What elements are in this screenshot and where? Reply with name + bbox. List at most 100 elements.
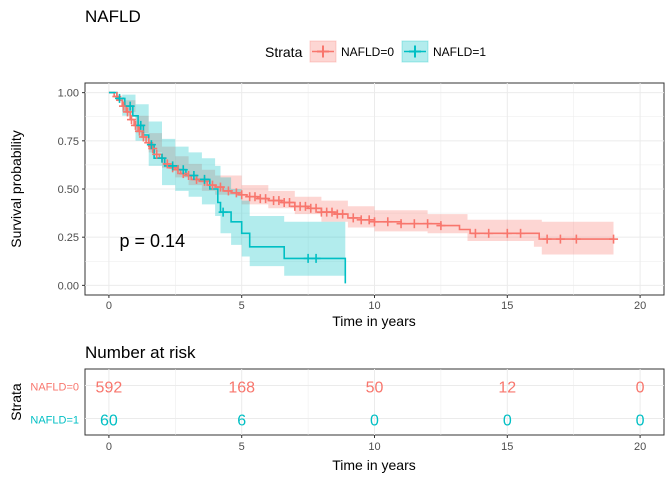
- censor-mark: [162, 159, 172, 169]
- censor-mark: [609, 234, 619, 244]
- risk-x-tick-label: 20: [634, 441, 646, 453]
- y-tick-label: 0.75: [58, 136, 79, 148]
- censor-mark: [409, 219, 419, 229]
- x-tick-label: 15: [501, 300, 513, 312]
- censor-mark: [311, 203, 321, 213]
- risk-count: 0: [370, 413, 379, 430]
- legend: Strata NAFLD=0 NAFLD=1: [265, 40, 486, 63]
- risk-x-tick-label: 15: [501, 441, 513, 453]
- censor-mark: [250, 192, 260, 202]
- censor-mark: [189, 171, 199, 181]
- x-tick-label: 20: [634, 300, 646, 312]
- risk-table-gridlines: [85, 369, 664, 435]
- censor-mark: [436, 221, 446, 231]
- censor-mark: [274, 196, 284, 206]
- censor-mark: [178, 165, 188, 175]
- censor-mark: [285, 197, 295, 207]
- x-tick-label: 0: [106, 300, 112, 312]
- y-axis-title: Survival probability: [8, 130, 24, 248]
- legend-key-nafld1: [401, 40, 429, 63]
- x-tick-label: 10: [368, 300, 380, 312]
- risk-x-tick-label: 0: [106, 441, 112, 453]
- risk-strata-label: NAFLD=1: [30, 415, 79, 427]
- legend-label-nafld0: NAFLD=0: [341, 45, 394, 59]
- risk-table-x-ticks: 0 5 10 15 20: [106, 435, 646, 453]
- censor-mark: [300, 201, 310, 211]
- censor-mark: [223, 186, 233, 196]
- censor-mark: [303, 253, 313, 263]
- censor-mark: [502, 228, 512, 238]
- censor-mark: [200, 174, 210, 184]
- risk-table-cells: 592 168 50 12 060 6 0 0 0: [96, 380, 645, 430]
- censor-marks: [112, 91, 619, 263]
- censor-mark: [207, 180, 217, 190]
- censor-mark: [261, 194, 271, 204]
- censor-mark: [115, 93, 125, 103]
- y-tick-label: 0.50: [58, 184, 79, 196]
- censor-mark: [555, 234, 565, 244]
- censor-mark: [383, 217, 393, 227]
- censor-mark: [231, 188, 241, 198]
- censor-mark: [157, 153, 167, 163]
- censor-mark: [356, 215, 366, 225]
- survival-plot-panel: 0 5 10 15 20 0.00 0.25 0.50 0.75 1.00 p = 0.14 T…: [8, 82, 665, 329]
- risk-count: 168: [228, 380, 255, 397]
- risk-count: 592: [96, 380, 123, 397]
- risk-y-axis-title: Strata: [8, 383, 24, 421]
- plot-title: NAFLD: [85, 7, 141, 26]
- censor-mark: [423, 219, 433, 229]
- censor-mark: [148, 144, 158, 154]
- censor-mark: [152, 149, 162, 159]
- x-axis-ticks: 0 5 10 15 20: [106, 295, 646, 312]
- y-tick-label: 0.25: [58, 232, 79, 244]
- risk-table-title: Number at risk: [85, 343, 196, 362]
- risk-count: 6: [237, 413, 246, 430]
- risk-count: 60: [100, 413, 118, 430]
- censor-mark: [338, 209, 348, 219]
- risk-count: 50: [366, 380, 384, 397]
- x-axis-title: Time in years: [332, 313, 416, 329]
- risk-count: 0: [636, 413, 645, 430]
- risk-x-tick-label: 5: [239, 441, 245, 453]
- risk-count: 12: [498, 380, 516, 397]
- legend-label-nafld1: NAFLD=1: [433, 45, 486, 59]
- censor-mark: [237, 190, 247, 200]
- censor-mark: [327, 207, 337, 217]
- censor-mark: [125, 101, 135, 111]
- risk-count: 0: [636, 380, 645, 397]
- censor-mark: [470, 228, 480, 238]
- legend-title: Strata: [265, 44, 303, 60]
- censor-mark: [218, 207, 228, 217]
- x-tick-label: 5: [239, 300, 245, 312]
- censor-mark: [516, 228, 526, 238]
- confidence-band-nafld1: [108, 92, 346, 286]
- y-axis-ticks: 0.00 0.25 0.50 0.75 1.00: [58, 88, 85, 292]
- censor-mark: [484, 228, 494, 238]
- risk-count: 0: [503, 413, 512, 430]
- censor-mark: [215, 182, 225, 192]
- y-tick-label: 1.00: [58, 88, 79, 100]
- censor-mark: [168, 161, 178, 171]
- censor-mark: [122, 107, 132, 117]
- censor-mark: [370, 217, 379, 227]
- censor-mark: [311, 253, 321, 263]
- censor-mark: [364, 215, 374, 225]
- risk-x-axis-title: Time in years: [332, 457, 416, 473]
- risk-x-tick-label: 10: [368, 441, 380, 453]
- censor-mark: [126, 115, 136, 125]
- risk-table-strata-labels: NAFLD=0 NAFLD=1: [30, 382, 79, 427]
- censor-mark: [134, 126, 144, 136]
- censor-mark: [136, 120, 146, 130]
- censor-mark: [146, 140, 156, 150]
- censor-mark: [571, 234, 581, 244]
- censor-mark: [542, 234, 552, 244]
- legend-key-nafld0: [309, 40, 337, 63]
- y-tick-label: 0.00: [58, 280, 79, 292]
- censor-mark: [396, 219, 406, 229]
- p-value-annotation: p = 0.14: [120, 231, 186, 251]
- plot-gridlines: [85, 83, 664, 295]
- risk-strata-label: NAFLD=0: [30, 382, 79, 394]
- censor-mark: [348, 213, 358, 223]
- censor-mark: [138, 132, 148, 142]
